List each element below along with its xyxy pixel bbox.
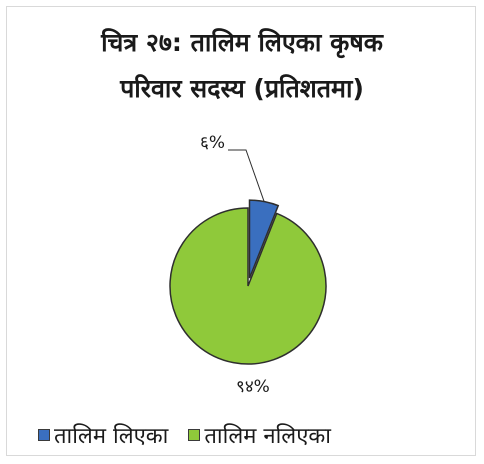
legend-swatch-trained — [38, 429, 50, 441]
chart-title-line-1: चित्र २७: तालिम लिएका कृषक — [101, 28, 383, 57]
legend-item-trained: तालिम लिएका — [38, 420, 168, 450]
legend-item-untrained: तालिम नलिएका — [188, 420, 331, 450]
chart-title-line-2: परिवार सदस्य (प्रतिशतमा) — [120, 74, 364, 103]
pie-slice-untrained — [169, 207, 327, 365]
leader-line-trained — [228, 149, 265, 202]
data-label-trained: ६% — [200, 133, 225, 153]
legend-label-trained: तालिम लिएका — [54, 424, 169, 449]
pie-slice-trained — [248, 199, 280, 279]
legend-label-untrained: तालिम नलिएका — [204, 424, 331, 449]
legend-swatch-untrained — [188, 429, 201, 441]
chart-legend: तालिम लिएका तालिम नलिएका — [38, 420, 331, 450]
data-label-untrained: ९४% — [236, 377, 270, 397]
